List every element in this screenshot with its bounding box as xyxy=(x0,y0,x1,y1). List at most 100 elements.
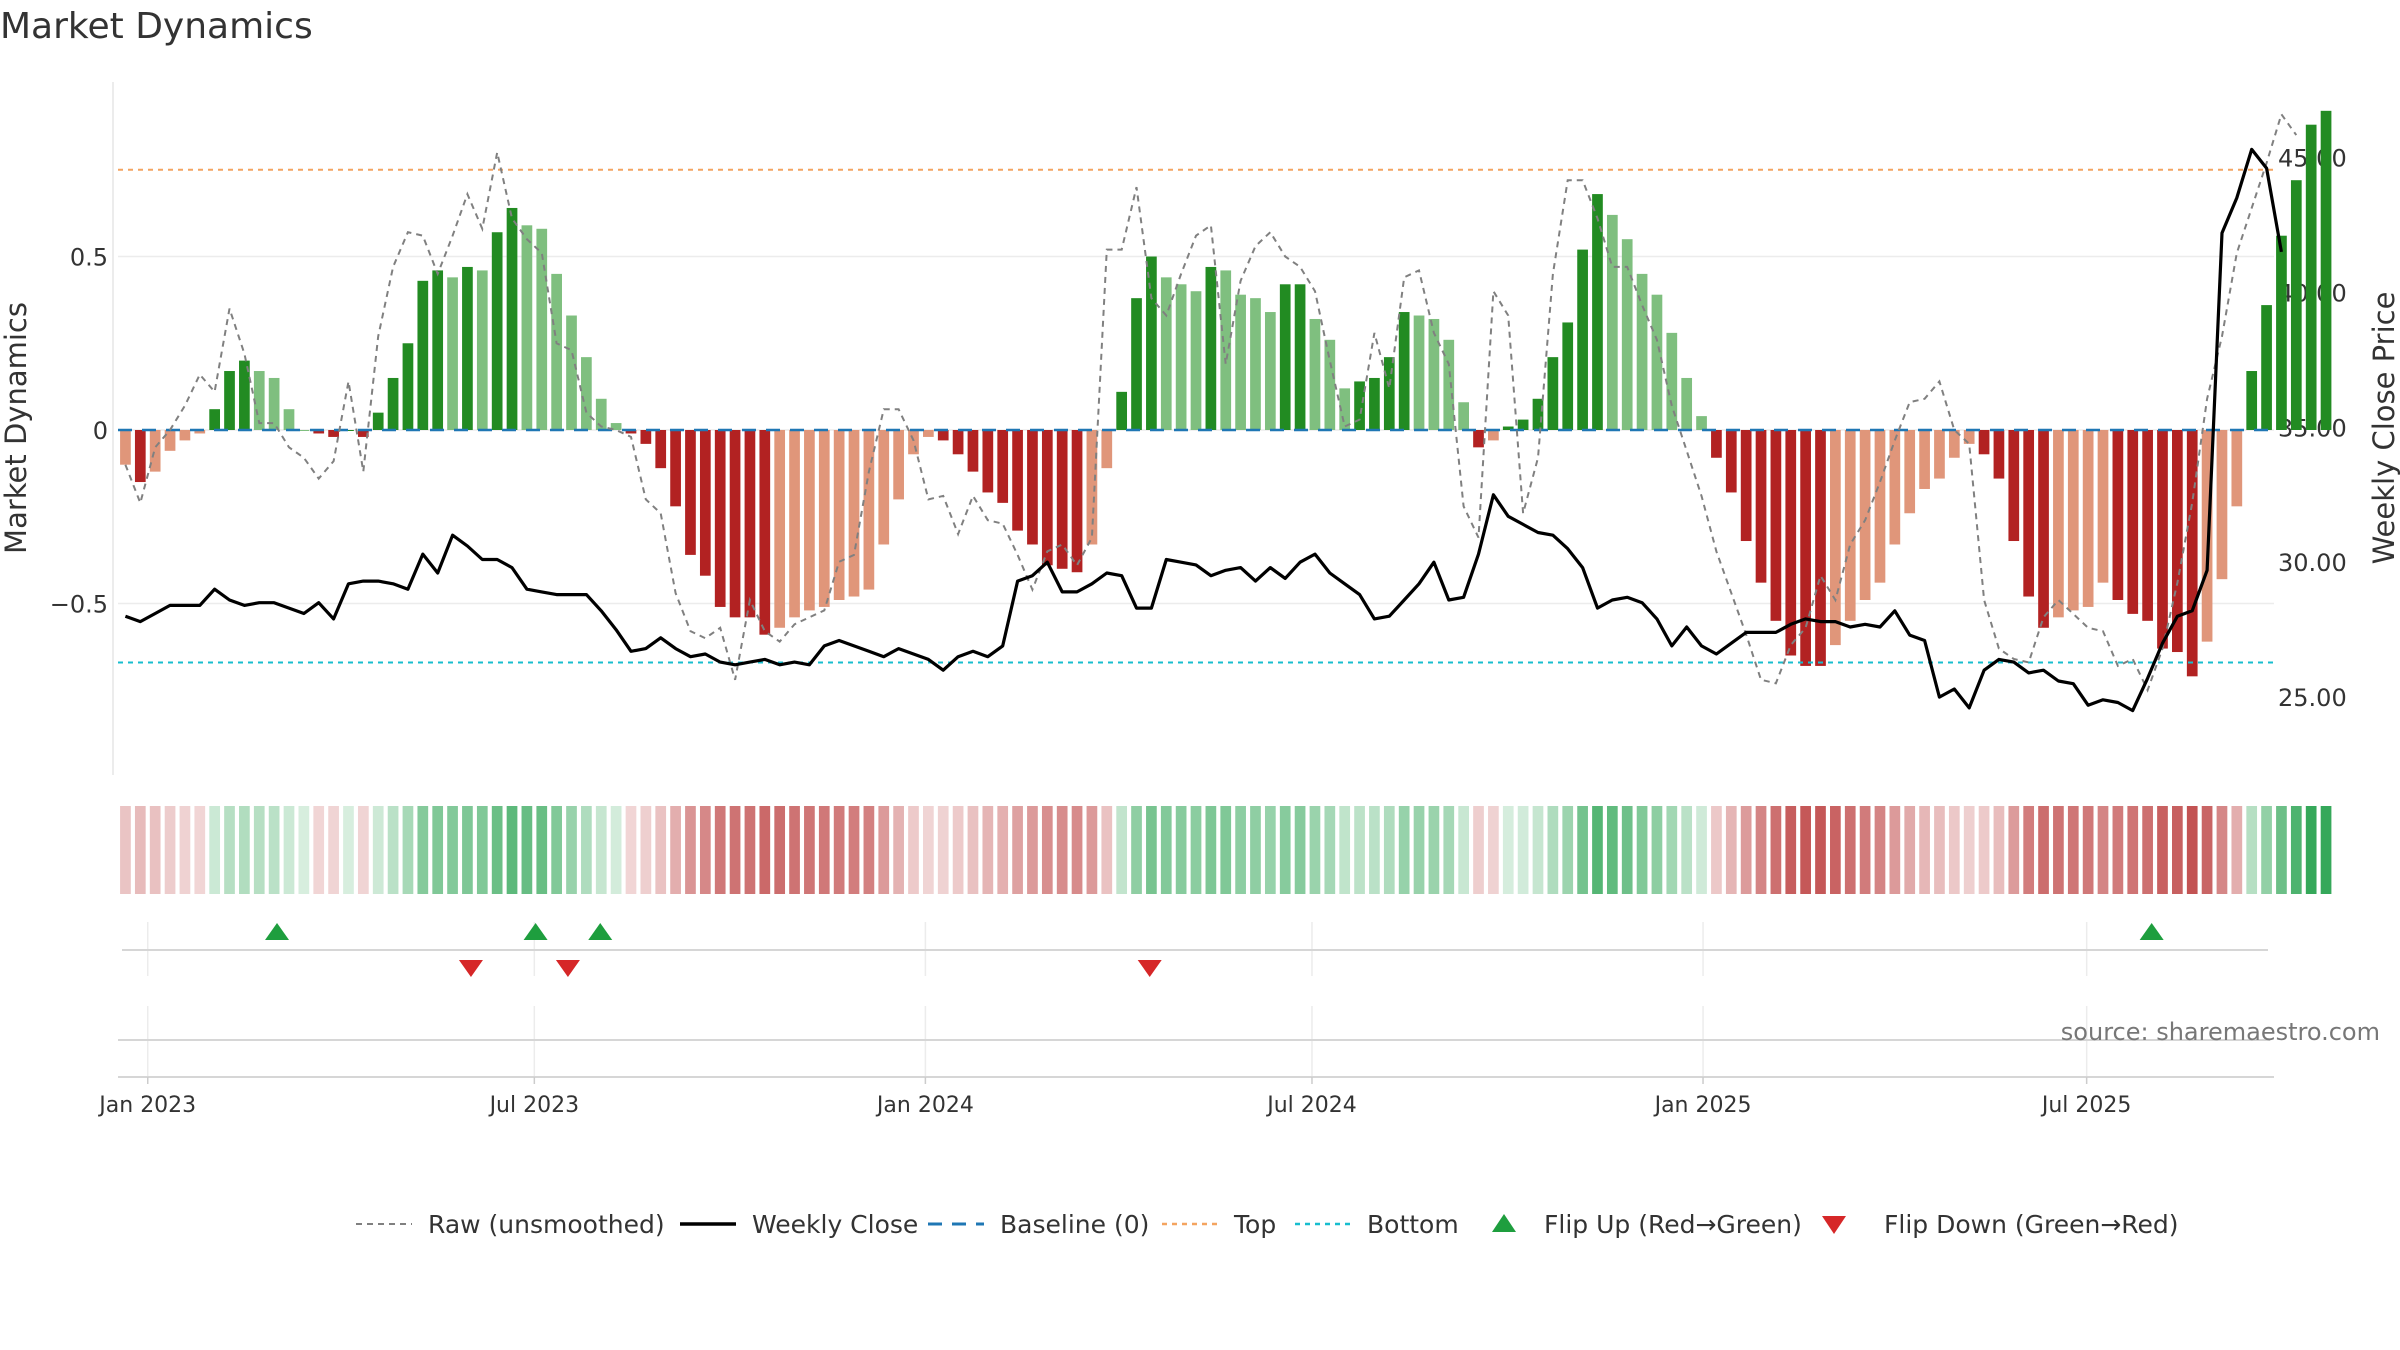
bar xyxy=(1160,277,1172,430)
strip-cell xyxy=(952,806,964,894)
flip-up-marker xyxy=(523,923,548,940)
bar xyxy=(253,371,265,430)
strip-cell xyxy=(2216,806,2228,894)
bar xyxy=(536,228,548,430)
bar xyxy=(952,430,964,455)
bar xyxy=(1027,430,1038,545)
bar xyxy=(1978,430,1990,455)
bar xyxy=(1354,381,1365,430)
bar xyxy=(1830,430,1841,646)
bar xyxy=(2142,430,2153,621)
bar xyxy=(1740,430,1752,542)
strip-cell xyxy=(744,806,756,894)
bar xyxy=(1324,339,1336,430)
bar xyxy=(967,430,979,472)
strip-cell xyxy=(164,806,176,894)
bar xyxy=(2023,430,2035,597)
flip-down-marker xyxy=(555,960,580,977)
strip-cell xyxy=(298,806,310,894)
bar xyxy=(1889,430,1901,545)
strip-cell xyxy=(1592,806,1603,894)
strip-cell xyxy=(2157,806,2168,894)
legend-item: Baseline (0) xyxy=(928,1210,1149,1239)
bar xyxy=(1250,298,1261,430)
empty-panel xyxy=(118,1006,2274,1078)
bar xyxy=(744,430,756,618)
bar xyxy=(997,430,1009,503)
bar xyxy=(357,430,369,437)
bar xyxy=(372,412,384,430)
strip-cell xyxy=(1473,806,1484,894)
strip-cell xyxy=(194,806,206,894)
strip-cell xyxy=(1651,806,1663,894)
legend-label: Flip Down (Green→Red) xyxy=(1884,1210,2179,1239)
strip-cell xyxy=(2082,806,2094,894)
strip-cell xyxy=(253,806,265,894)
strip-cell xyxy=(1027,806,1038,894)
bar xyxy=(194,430,206,434)
bar xyxy=(1606,214,1618,430)
strip-cell xyxy=(759,806,771,894)
strip-cell xyxy=(149,806,161,894)
bar xyxy=(1502,426,1514,430)
strip-cell xyxy=(2172,806,2183,894)
raw-line xyxy=(124,112,2298,693)
strip-cell xyxy=(2023,806,2035,894)
strip-cell xyxy=(372,806,384,894)
bar xyxy=(1517,419,1529,430)
strip-cell xyxy=(1250,806,1261,894)
right-tick-label: 30.00 xyxy=(2278,549,2347,577)
bar xyxy=(402,343,414,430)
strip-cell xyxy=(1725,806,1737,894)
bar xyxy=(2246,371,2258,430)
bar xyxy=(1205,266,1217,430)
strip-cell xyxy=(893,806,904,894)
bar xyxy=(268,377,280,430)
strip-cell xyxy=(179,806,191,894)
strip-cell xyxy=(387,806,399,894)
bar xyxy=(1398,312,1410,430)
bar xyxy=(1621,239,1633,430)
strip-cell xyxy=(1993,806,2005,894)
strip-cell xyxy=(120,806,131,894)
bar xyxy=(1131,298,1142,430)
strip-cell xyxy=(2231,806,2243,894)
bar xyxy=(1041,430,1053,566)
strip-cell xyxy=(432,806,444,894)
strip-cell xyxy=(1071,806,1083,894)
strip-cell xyxy=(551,806,562,894)
bar xyxy=(2261,305,2272,430)
bar xyxy=(1012,430,1023,531)
strip-cell xyxy=(1354,806,1365,894)
bar xyxy=(417,280,429,430)
strip-cell xyxy=(923,806,934,894)
strip-cell xyxy=(640,806,652,894)
bar xyxy=(1800,430,1811,666)
strip-cell xyxy=(328,806,339,894)
bar xyxy=(1443,339,1455,430)
left-tick-label: 0.5 xyxy=(70,244,108,272)
flip-down-marker xyxy=(458,960,483,977)
bar xyxy=(908,430,919,455)
strip-cell xyxy=(1175,806,1187,894)
bar xyxy=(1086,430,1098,545)
bar xyxy=(655,430,667,469)
legend-item: Flip Down (Green→Red) xyxy=(1822,1210,2179,1239)
bar xyxy=(164,430,176,451)
strip-cell xyxy=(818,806,830,894)
x-axis: Jan 2023 Jul 2023 Jan 2024 Jul 2024 Jan 2025… xyxy=(97,1077,2131,1118)
strip-cell xyxy=(2067,806,2079,894)
bar xyxy=(923,430,934,437)
strip-cell xyxy=(878,806,890,894)
bar xyxy=(1101,430,1113,469)
strip-cell xyxy=(1339,806,1351,894)
flip-up-marker xyxy=(265,923,290,940)
bar xyxy=(283,409,295,430)
bar xyxy=(640,430,652,444)
strip-cell xyxy=(1235,806,1246,894)
strip-cell xyxy=(1740,806,1752,894)
flip-panel xyxy=(122,922,2268,977)
bar xyxy=(491,232,503,430)
bar xyxy=(2172,430,2183,653)
strip-cell xyxy=(2276,806,2287,894)
